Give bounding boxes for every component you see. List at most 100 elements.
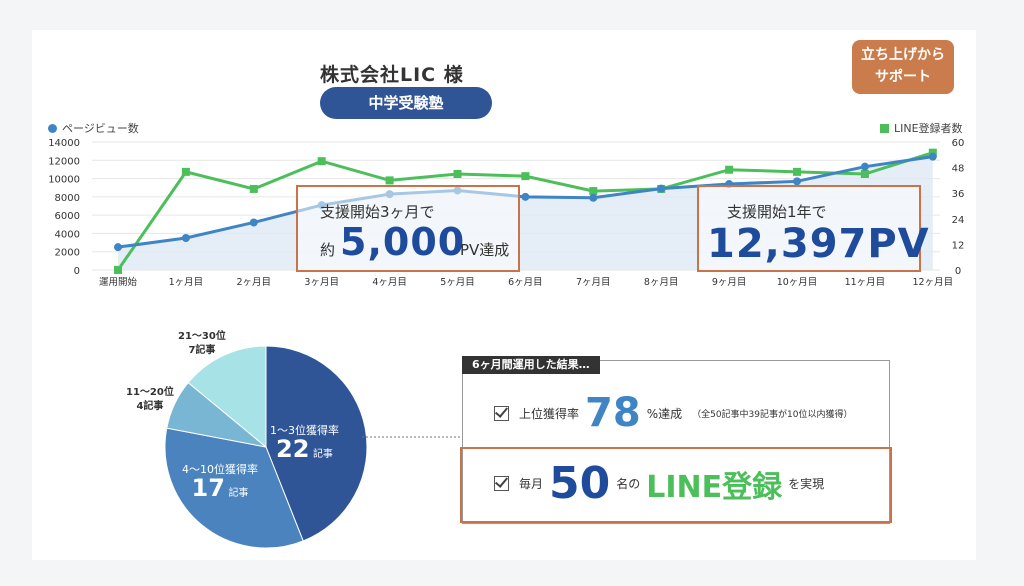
line-series-point — [725, 165, 734, 174]
client-name: 株式会社LIC 様 — [320, 64, 464, 86]
y-left-tick-label: 12000 — [48, 156, 80, 167]
result-line-value: 50 — [549, 458, 611, 509]
pv-series-point — [114, 243, 122, 252]
pie-slice — [265, 345, 368, 542]
pv-series-point — [589, 193, 598, 202]
pie-label-4-10-value: 17 — [191, 474, 225, 502]
category-pill: 中学受験塾 — [320, 87, 492, 119]
pie-label-1-3-value: 22 — [276, 435, 310, 463]
line-legend-marker — [880, 123, 889, 133]
result-row-rank: 上位獲得率 78 %達成 （全50記事中39記事が10位以内獲得） — [494, 390, 852, 436]
x-tick-label: 3ヶ月目 — [304, 277, 339, 288]
pv-series-point — [793, 177, 801, 186]
y-right-tick-label: 60 — [952, 138, 965, 149]
pie-label-11-20-title: 11〜20位 — [126, 387, 174, 398]
x-tick-label: 8ヶ月目 — [644, 277, 679, 288]
x-tick-label: 12ヶ月目 — [913, 277, 954, 288]
pie-label-21-30-count: 7記事 — [188, 345, 216, 356]
legend-pv: ページビュー数 — [48, 120, 139, 136]
results-panel — [462, 360, 890, 524]
x-tick-label: 11ヶ月目 — [845, 277, 886, 288]
pie-label-1-3: 1〜3位獲得率 22 記事 — [270, 424, 339, 462]
pie-label-1-3-unit: 記事 — [312, 449, 333, 460]
y-left-tick-label: 8000 — [55, 193, 80, 204]
support-badge: 立ち上げから サポート — [852, 40, 954, 94]
result-rank-label: 上位獲得率 — [519, 406, 580, 421]
pie-label-11-20-count: 4記事 — [136, 401, 164, 412]
x-tick-label: 運用開始 — [99, 276, 138, 288]
legend-line: LINE登録者数 — [880, 120, 963, 136]
x-tick-label: 4ヶ月目 — [372, 277, 407, 288]
y-left-tick-label: 2000 — [55, 248, 80, 259]
x-tick-label: 2ヶ月目 — [237, 277, 272, 288]
y-left-tick-label: 0 — [74, 266, 80, 277]
result-line-highlight: LINE登録 — [646, 469, 783, 505]
line-series-point — [521, 172, 530, 181]
pv-series-point — [249, 218, 258, 227]
line-series-point — [181, 167, 190, 176]
pie-slice — [187, 345, 267, 449]
result-rank-suffix: %達成 — [646, 406, 683, 421]
y-right-tick-label: 24 — [952, 215, 965, 226]
pv-series-point — [928, 152, 937, 161]
result-rank-note: （全50記事中39記事が10位以内獲得） — [692, 409, 853, 420]
badge-line-1: 立ち上げから — [861, 47, 945, 63]
pv-legend-marker — [48, 123, 57, 133]
result-line-suffix: を実現 — [788, 477, 825, 491]
line-series-point — [589, 187, 598, 196]
result-row-line-frame — [460, 447, 892, 523]
pie-label-4-10-title: 4〜10位獲得率 — [182, 463, 258, 476]
result-row-line: 毎月 50 名の LINE登録 を実現 — [494, 458, 824, 509]
callout-1-prefix: 約 — [320, 241, 336, 259]
callout-2-value: 12,397PV — [707, 221, 930, 267]
pie-label-1-3-title: 1〜3位獲得率 — [270, 424, 339, 437]
y-left-tick-label: 6000 — [55, 211, 80, 222]
pie-slice — [164, 427, 304, 549]
result-rank-value: 78 — [585, 390, 641, 436]
x-tick-label: 7ヶ月目 — [576, 277, 611, 288]
result-line-prefix: 毎月 — [519, 477, 544, 491]
line-series-point — [385, 176, 394, 185]
checkbox-icon — [494, 476, 509, 491]
callout-1-value: 5,000 — [340, 220, 466, 264]
y-right-tick-label: 0 — [955, 266, 961, 277]
callout-1-heading: 支援開始3ヶ月で — [320, 203, 435, 221]
x-tick-label: 10ヶ月目 — [777, 277, 818, 288]
y-right-tick-label: 12 — [952, 240, 965, 251]
line-series-point — [793, 167, 801, 176]
y-right-tick-label: 48 — [952, 164, 965, 175]
checkbox-icon — [494, 405, 509, 421]
pv-series-point — [657, 184, 666, 193]
line-series-point — [453, 170, 462, 178]
callout-1-suffix: PV達成 — [460, 241, 510, 259]
pie-label-21-30: 21〜30位 7記事 — [178, 330, 226, 358]
pie-chart — [164, 345, 460, 549]
x-tick-label: 1ヶ月目 — [169, 277, 204, 288]
pv-series-point — [181, 234, 190, 242]
pie-label-4-10-unit: 記事 — [228, 488, 249, 499]
line-series-point — [317, 157, 326, 166]
pie-label-21-30-title: 21〜30位 — [178, 331, 226, 342]
y-right-tick-label: 36 — [952, 189, 965, 200]
callout-2-heading: 支援開始1年で — [727, 203, 827, 221]
legend-pv-label: ページビュー数 — [62, 122, 139, 135]
line-series-point — [860, 170, 869, 178]
x-tick-label: 5ヶ月目 — [440, 277, 475, 288]
results-header: 6ヶ月間運用した結果… — [462, 356, 600, 374]
pie-label-11-20: 11〜20位 4記事 — [126, 386, 174, 414]
y-left-tick-label: 14000 — [48, 138, 80, 149]
y-left-tick-label: 10000 — [48, 175, 80, 186]
pv-series-point — [860, 162, 869, 171]
y-left-tick-label: 4000 — [55, 229, 80, 240]
x-tick-label: 9ヶ月目 — [712, 277, 747, 288]
callout-3-months: 支援開始3ヶ月で 約 5,000 PV達成 — [296, 185, 520, 272]
pv-series-point — [521, 192, 530, 201]
x-tick-label: 6ヶ月目 — [508, 277, 543, 288]
callout-1-year: 支援開始1年で 12,397PV — [697, 185, 929, 272]
line-series-point — [249, 184, 258, 193]
pie-label-4-10: 4〜10位獲得率 17 記事 — [182, 463, 258, 501]
legend-line-label: LINE登録者数 — [894, 122, 963, 135]
badge-line-2: サポート — [875, 69, 931, 85]
line-series-point — [114, 266, 122, 274]
result-line-mid: 名の — [616, 477, 641, 491]
